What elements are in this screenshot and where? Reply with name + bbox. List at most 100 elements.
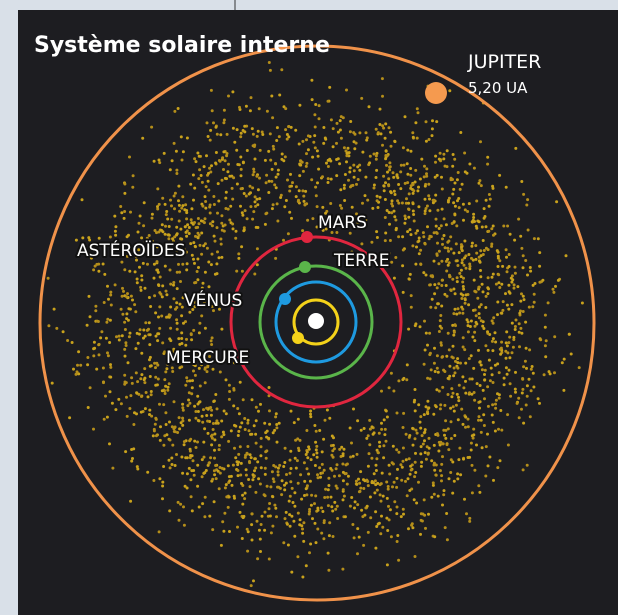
asteroid: [163, 378, 166, 381]
asteroid: [243, 125, 246, 128]
asteroid: [328, 534, 331, 537]
asteroid: [429, 306, 432, 309]
asteroid: [427, 453, 430, 456]
asteroid: [481, 368, 484, 371]
asteroid: [173, 235, 176, 238]
asteroid: [284, 128, 287, 131]
asteroid: [309, 410, 312, 413]
asteroid: [491, 414, 494, 417]
asteroid: [391, 485, 394, 488]
asteroid: [494, 364, 497, 367]
asteroid: [199, 385, 202, 388]
asteroid: [375, 176, 378, 179]
asteroid: [199, 400, 202, 403]
asteroid: [250, 584, 253, 587]
asteroid: [217, 182, 220, 185]
asteroid: [228, 175, 231, 178]
asteroid: [322, 438, 325, 441]
asteroid: [185, 268, 188, 271]
asteroid: [93, 341, 96, 344]
asteroid: [446, 258, 449, 261]
asteroid: [158, 530, 161, 533]
asteroid: [168, 459, 171, 462]
asteroid: [507, 284, 510, 287]
asteroid: [497, 273, 500, 276]
asteroid: [246, 422, 249, 425]
asteroid: [205, 407, 208, 410]
asteroid: [192, 241, 195, 244]
asteroid: [544, 326, 547, 329]
asteroid: [494, 403, 497, 406]
asteroid: [222, 530, 225, 533]
asteroid: [204, 327, 207, 330]
asteroid: [180, 337, 183, 340]
asteroid: [142, 224, 145, 227]
asteroid: [441, 237, 444, 240]
asteroid: [120, 261, 123, 264]
asteroid: [286, 523, 289, 526]
asteroid: [426, 400, 429, 403]
asteroid: [244, 492, 247, 495]
asteroid: [424, 212, 427, 215]
asteroid: [379, 196, 382, 199]
asteroid: [455, 224, 458, 227]
asteroid: [386, 416, 389, 419]
asteroid: [411, 131, 414, 134]
asteroid: [500, 429, 503, 432]
asteroid: [502, 300, 505, 303]
asteroid: [204, 242, 207, 245]
asteroid: [120, 308, 123, 311]
asteroid: [315, 452, 318, 455]
asteroid: [478, 179, 481, 182]
asteroid: [414, 388, 417, 391]
asteroid: [505, 248, 508, 251]
asteroid: [148, 321, 151, 324]
asteroid: [456, 276, 459, 279]
asteroid: [526, 198, 529, 201]
asteroid: [105, 337, 108, 340]
asteroid: [416, 432, 419, 435]
asteroid: [554, 285, 557, 288]
asteroid: [295, 185, 298, 188]
asteroid: [290, 126, 293, 129]
asteroid: [486, 330, 489, 333]
asteroid: [423, 498, 426, 501]
asteroid: [359, 487, 362, 490]
asteroid: [281, 479, 284, 482]
asteroid: [465, 293, 468, 296]
asteroid: [267, 150, 270, 153]
asteroid: [434, 370, 437, 373]
asteroid: [274, 507, 277, 510]
asteroid: [169, 283, 172, 286]
asteroid: [338, 162, 341, 165]
asteroid: [374, 479, 377, 482]
asteroid: [413, 475, 416, 478]
asteroid: [170, 457, 173, 460]
asteroid: [298, 143, 301, 146]
asteroid: [289, 450, 292, 453]
asteroid: [150, 390, 153, 393]
asteroid: [92, 354, 95, 357]
asteroid: [405, 197, 408, 200]
asteroid: [155, 434, 158, 437]
asteroid: [437, 495, 440, 498]
asteroid: [150, 393, 153, 396]
asteroid: [513, 283, 516, 286]
asteroid: [303, 461, 306, 464]
asteroid: [457, 396, 460, 399]
asteroid: [192, 469, 195, 472]
asteroid: [514, 391, 517, 394]
asteroid: [315, 541, 318, 544]
asteroid: [196, 441, 199, 444]
asteroid: [445, 284, 448, 287]
asteroid: [496, 313, 499, 316]
asteroid: [95, 368, 98, 371]
asteroid: [249, 109, 252, 112]
asteroid: [118, 335, 121, 338]
asteroid: [210, 339, 213, 342]
asteroid: [387, 184, 390, 187]
asteroid: [222, 433, 225, 436]
asteroid: [214, 240, 217, 243]
asteroid: [477, 419, 480, 422]
asteroid: [164, 392, 167, 395]
